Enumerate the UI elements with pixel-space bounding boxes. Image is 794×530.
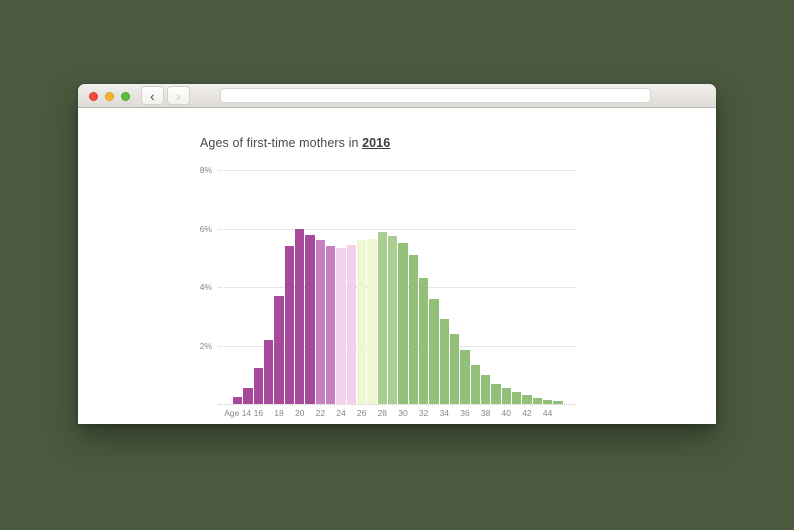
age-histogram-chart: 2% 4% 6% 8% Age 14 16 18 20 22 24 26 28 30 32 34 36 38 4…	[78, 84, 716, 424]
page-title: Ages of first-time mothers in 2016	[200, 136, 390, 150]
bar-age-20[interactable]	[294, 228, 305, 404]
bar-age-29[interactable]	[387, 236, 398, 404]
bar-age-25[interactable]	[346, 244, 357, 404]
bar-age-19[interactable]	[284, 246, 295, 404]
x-axis-line	[218, 404, 575, 405]
x-tick-label-28: 28	[377, 408, 388, 418]
x-tick-label-20: 20	[294, 408, 305, 418]
bar-age-42[interactable]	[522, 395, 532, 404]
x-tick-label-18: 18	[274, 408, 284, 418]
y-tick-label: 8%	[199, 165, 212, 176]
x-tick-label-22: 22	[315, 408, 326, 418]
bar-age-40[interactable]	[501, 387, 511, 404]
x-tick-label-14: Age 14	[224, 408, 252, 418]
bar-age-24[interactable]	[336, 247, 346, 404]
bar-age-33[interactable]	[429, 298, 439, 404]
bar-age-38[interactable]	[480, 374, 491, 404]
bar-age-23[interactable]	[325, 246, 336, 404]
zoom-window-button[interactable]	[121, 91, 130, 101]
chevron-left-icon: ‹	[150, 87, 155, 104]
bar-age-15[interactable]	[243, 387, 253, 404]
bar-age-26[interactable]	[356, 240, 367, 404]
x-tick-label-30: 30	[398, 408, 408, 418]
bar-age-28[interactable]	[377, 231, 387, 404]
bar-age-34[interactable]	[439, 319, 449, 404]
browser-window: ‹ › Ages of first-time mothers in 2016 2…	[78, 84, 716, 424]
gridline-8%	[218, 170, 575, 172]
bar-age-45[interactable]	[553, 401, 563, 404]
x-tick-label-24: 24	[336, 408, 346, 418]
bar-age-43[interactable]	[532, 398, 542, 404]
bar-age-16[interactable]	[253, 367, 264, 404]
y-tick-label: 4%	[199, 282, 212, 293]
title-text: Ages of first-time mothers in	[200, 136, 363, 150]
x-tick-label-32: 32	[418, 408, 429, 418]
back-button[interactable]: ‹	[141, 86, 164, 105]
close-window-button[interactable]	[89, 91, 98, 101]
bar-age-39[interactable]	[491, 383, 501, 404]
window-controls	[89, 84, 130, 108]
bar-age-35[interactable]	[449, 333, 460, 404]
x-tick-label-42: 42	[522, 408, 532, 418]
gridline-6%	[218, 228, 575, 230]
forward-button[interactable]: ›	[167, 86, 190, 105]
bar-age-41[interactable]	[511, 392, 522, 404]
year-selector[interactable]: 2016	[362, 136, 391, 150]
bar-age-21[interactable]	[305, 234, 315, 404]
y-tick-label: 6%	[199, 223, 212, 234]
x-tick-label-16: 16	[253, 408, 264, 418]
y-tick-label: 2%	[199, 340, 212, 351]
bar-age-27[interactable]	[367, 239, 377, 404]
x-tick-label-26: 26	[356, 408, 367, 418]
bar-age-31[interactable]	[408, 255, 418, 404]
bar-age-36[interactable]	[460, 349, 470, 404]
bar-age-37[interactable]	[470, 364, 480, 404]
bar-age-18[interactable]	[274, 295, 284, 404]
x-tick-label-34: 34	[439, 408, 450, 418]
x-tick-label-38: 38	[480, 408, 491, 418]
bar-age-17[interactable]	[263, 339, 274, 404]
browser-toolbar: ‹ ›	[78, 84, 716, 108]
chevron-right-icon: ›	[176, 87, 181, 104]
bar-age-32[interactable]	[418, 278, 429, 404]
bar-age-22[interactable]	[315, 240, 326, 404]
page-content: Ages of first-time mothers in 2016 2% 4% 6…	[78, 109, 716, 424]
minimize-window-button[interactable]	[105, 91, 114, 101]
x-tick-label-36: 36	[460, 408, 470, 418]
bar-age-30[interactable]	[398, 243, 408, 404]
address-bar[interactable]	[220, 88, 651, 103]
x-tick-label-44: 44	[542, 408, 553, 418]
bar-age-44[interactable]	[542, 399, 553, 404]
x-tick-label-40: 40	[501, 408, 511, 418]
bar-age-14[interactable]	[233, 396, 243, 404]
